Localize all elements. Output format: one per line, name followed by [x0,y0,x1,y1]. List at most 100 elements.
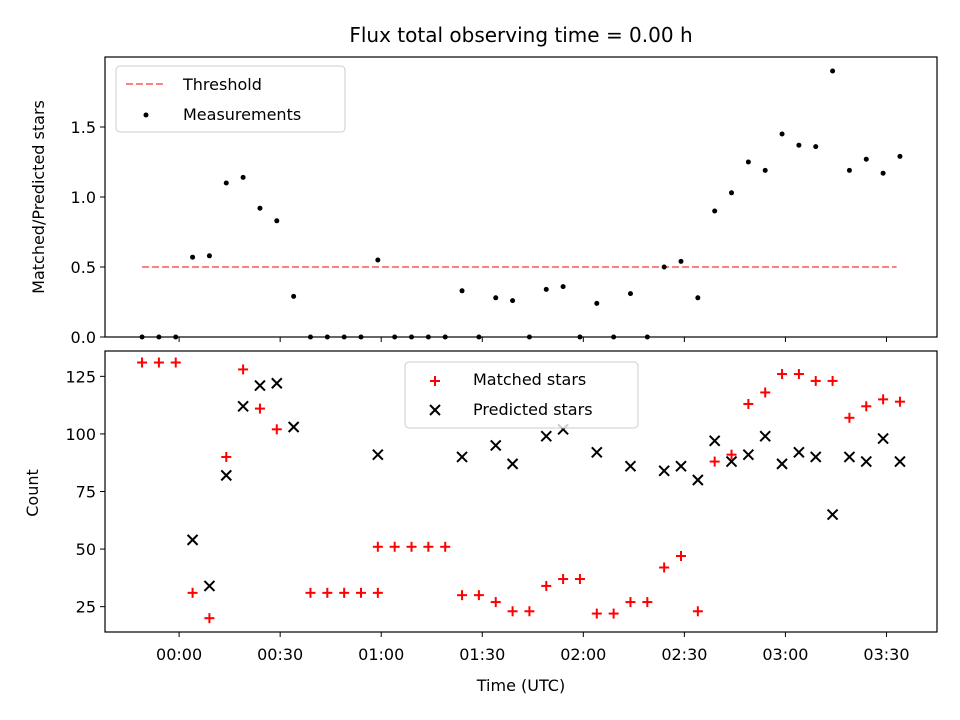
bottom-y-tick-label: 25 [76,598,96,617]
bottom-y-tick-label: 100 [65,425,96,444]
predicted-star-point [271,377,283,389]
matched-star-point [760,387,771,398]
bottom-legend-box [404,361,639,429]
matched-star-point [372,587,383,598]
matched-star-point [793,369,804,380]
matched-star-point [878,394,889,405]
chart-title: Flux total observing time = 0.00 h [349,23,692,47]
measurement-point [729,190,735,196]
legend-matched-marker [430,376,440,386]
bottom-y-tick-label: 50 [76,540,96,559]
matched-star-point [490,597,501,608]
matched-star-point [541,580,552,591]
x-tick-label: 02:00 [560,645,606,664]
star-count-panel: 00:00 00:30 01:00 01:30 02:00 02:30 03:00 03:30… [23,350,938,695]
matched-star-point [642,597,653,608]
measurement-point [493,295,499,301]
top-axes-frame [104,56,938,338]
matched-star-point [894,396,905,407]
bottom-axis-ticks: 00:00 00:30 01:00 01:30 02:00 02:30 03:00 03:30… [65,367,909,664]
top-axis-ticks: 0.0 0.5 1.0 1.5 [71,118,887,347]
matched-star-point [591,608,602,619]
matched-star-point [659,562,670,573]
measurement-point [257,205,263,211]
flux-ratio-panel: 0.0 0.5 1.0 1.5 Matched/Predicted stars Thr… [29,56,938,347]
measurement-point [375,257,381,263]
measurement-point [560,284,566,290]
predicted-star-point [810,451,822,463]
top-legend-box [115,65,346,133]
measurement-point [291,293,297,299]
predicted-star-point [725,455,738,468]
matched-star-point [170,357,181,368]
top-y-axis-label: Matched/Predicted stars [29,100,48,294]
legend-measurements-marker [143,112,149,118]
matched-star-point [322,587,333,598]
bottom-legend: Matched stars Predicted stars [404,361,639,429]
predicted-star-point [237,400,249,412]
x-tick-label: 01:30 [459,645,505,664]
matched-star-point [440,541,451,552]
matched-star-point [574,574,585,585]
legend-matched-label: Matched stars [473,370,586,389]
bottom-y-tick-label: 125 [65,367,96,386]
predicted-star-point [742,448,755,461]
matched-star-point [777,369,788,380]
measurement-point [830,68,836,74]
measurement-point [627,291,633,297]
measurement-point [661,264,667,270]
legend-measurements-label: Measurements [183,105,301,124]
x-tick-label: 00:30 [257,645,303,664]
measurement-point [863,156,869,162]
matched-star-point [339,587,350,598]
measurement-point [223,180,229,186]
predicted-star-point [860,455,872,468]
measurement-point [459,288,465,294]
matched-star-point [356,587,366,598]
predicted-star-point [591,446,603,459]
predicted-star-point [877,432,889,445]
measurement-point [678,258,684,264]
predicted-star-point [506,458,519,470]
matched-star-point [238,364,249,375]
matched-star-point [625,597,636,608]
measurement-point [274,218,280,224]
matched-star-point [743,398,754,409]
bottom-x-axis-label: Time (UTC) [476,676,565,695]
predicted-star-point [776,458,788,470]
measurement-point [846,167,852,173]
predicted-star-point [456,451,468,463]
matched-star-point [507,606,518,617]
matched-star-point [676,550,686,561]
x-tick-label: 02:30 [661,645,707,664]
legend-predicted-label: Predicted stars [473,400,593,419]
bottom-y-axis-label: Count [23,469,42,517]
predicted-star-point [186,534,199,546]
measurement-point [762,167,768,173]
matched-star-point [153,357,164,368]
measurement-point [880,170,886,176]
predicted-star-point [658,465,670,477]
matched-star-point [406,541,417,552]
x-tick-label: 03:00 [762,645,808,664]
measurement-point [543,286,549,292]
matched-star-point [423,541,434,552]
matched-star-point [187,587,198,598]
top-y-tick-label: 0.5 [71,258,96,277]
legend-predicted-marker [429,404,441,416]
matched-star-point [204,613,215,624]
matched-star-point [389,541,400,552]
predicted-star-point [708,435,721,447]
matched-star-point [709,456,720,467]
matched-star-point [726,449,737,460]
measurement-point [594,300,600,306]
top-y-tick-label: 1.5 [71,118,96,137]
measurement-point [695,295,701,301]
matched-star-point [254,403,265,414]
matched-star-point [558,574,569,585]
matched-star-point [271,424,282,435]
matched-star-point [861,401,872,412]
predicted-star-point [287,421,300,433]
predicted-star-point [894,455,906,468]
